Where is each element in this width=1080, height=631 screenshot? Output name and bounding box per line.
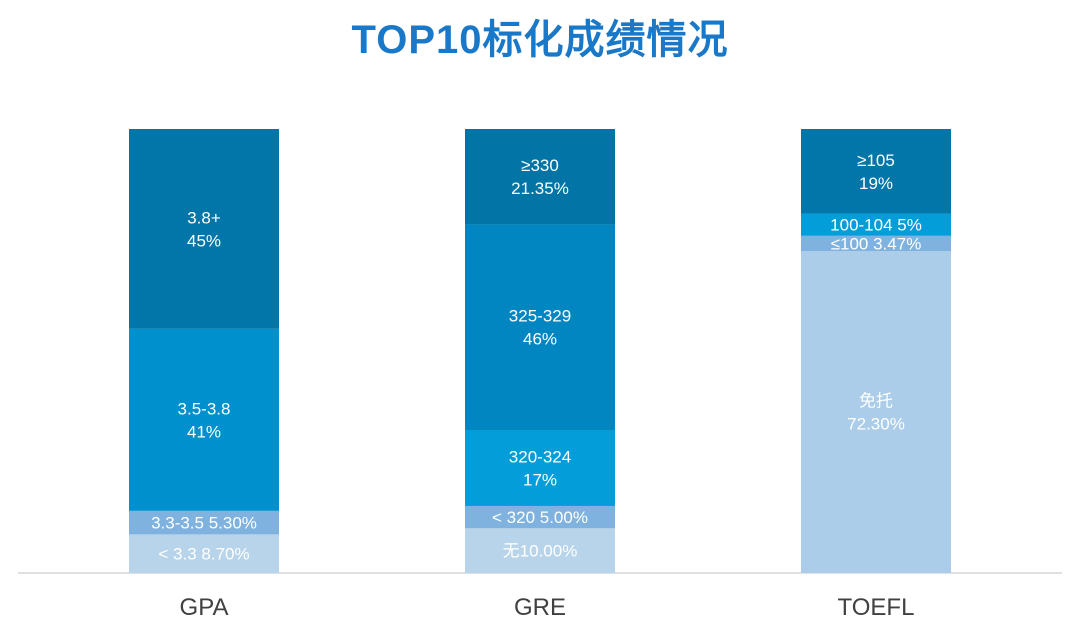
data-label-gre-4-0: ≥330 — [521, 156, 559, 175]
x-tick-label-toefl: TOEFL — [838, 594, 915, 621]
data-label-gre-0-0: 无10.00% — [503, 542, 578, 561]
data-label-gre-4-1: 21.35% — [511, 179, 569, 198]
bar-segment-gre-3 — [465, 224, 615, 430]
data-label-gre-2-0: 320-324 — [509, 447, 571, 466]
data-label-gre-2-1: 17% — [523, 470, 557, 489]
data-label-gpa-2-0: 3.5-3.8 — [178, 399, 231, 418]
data-label-gpa-0-0: < 3.3 8.70% — [158, 545, 249, 564]
bar-segment-gpa-1 — [129, 510, 279, 535]
data-label-toefl-0-1: 72.30% — [847, 415, 905, 434]
data-label-toefl-0-0: 免托 — [859, 392, 893, 411]
data-label-gre-3-0: 325-329 — [509, 307, 571, 326]
bar-segment-gre-1 — [465, 505, 615, 529]
data-label-gre-3-1: 46% — [523, 330, 557, 349]
bar-segment-toefl-1 — [801, 235, 951, 252]
bar-segment-gre-2 — [465, 429, 615, 506]
bar-segment-gre-0 — [465, 528, 615, 573]
data-label-gpa-3-0: 3.8+ — [187, 208, 221, 227]
data-label-toefl-3-0: ≥105 — [857, 151, 895, 170]
bar-segment-gpa-0 — [129, 534, 279, 573]
data-label-gpa-1-0: 3.3-3.5 5.30% — [151, 514, 257, 533]
bar-segment-toefl-0 — [801, 251, 951, 573]
data-label-toefl-1-0: ≤100 3.47% — [831, 235, 922, 254]
data-label-gpa-3-1: 45% — [187, 231, 221, 250]
data-label-toefl-2-0: 100-104 5% — [830, 216, 922, 235]
bar-segment-gpa-3 — [129, 129, 279, 329]
bar-segment-gpa-2 — [129, 328, 279, 511]
bar-segment-toefl-3 — [801, 129, 951, 214]
chart-title: TOP10标化成绩情况 — [351, 18, 729, 62]
data-label-gpa-2-1: 41% — [187, 422, 221, 441]
data-label-gre-1-0: < 320 5.00% — [492, 508, 588, 527]
data-label-toefl-3-1: 19% — [859, 174, 893, 193]
bars-layer: < 3.3 8.70% 3.3-3.5 5.30% 3.5-3.8 41% 3.8+ 45… — [129, 129, 951, 621]
bar-segment-gre-4 — [465, 129, 615, 225]
bar-segment-toefl-2 — [801, 213, 951, 236]
x-tick-label-gre: GRE — [514, 594, 566, 621]
x-tick-label-gpa: GPA — [180, 594, 229, 621]
